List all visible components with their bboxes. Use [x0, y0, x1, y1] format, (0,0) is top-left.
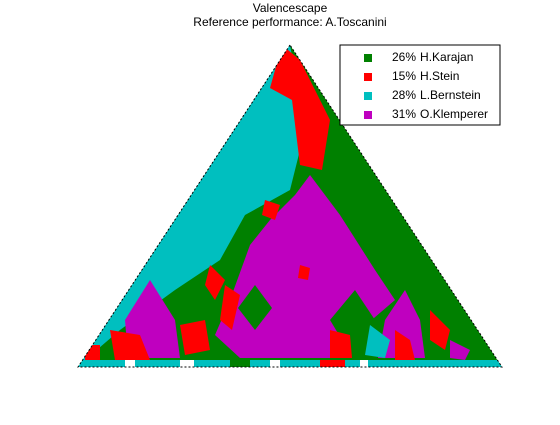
region [125, 360, 135, 367]
legend-swatch [364, 92, 372, 100]
legend: 26% H.Karajan 15% H.Stein 28% L.Bernstein 31% O… [364, 50, 488, 121]
legend-label: 15% H.Stein [392, 69, 459, 83]
legend-name: H.Karajan [420, 50, 473, 64]
legend-label: 31% O.Klemperer [392, 107, 488, 121]
region [378, 290, 425, 358]
legend-share: 31% [392, 107, 416, 121]
region [320, 360, 345, 367]
chart-subtitle: Reference performance: A.Toscanini [193, 15, 386, 29]
legend-label: 28% L.Bernstein [392, 88, 481, 102]
region [78, 360, 502, 367]
legend-share: 28% [392, 88, 416, 102]
region [430, 310, 450, 350]
legend-swatch [364, 111, 372, 119]
region [110, 330, 150, 360]
legend-share: 15% [392, 69, 416, 83]
region [270, 360, 280, 367]
region [220, 285, 240, 330]
region [262, 200, 280, 220]
region [230, 360, 250, 367]
region [395, 330, 415, 360]
triangle-outline [77, 44, 503, 368]
legend-share: 26% [392, 50, 416, 64]
region [180, 360, 194, 367]
legend-name: H.Stein [420, 69, 459, 83]
chart-title: Valencescape [253, 1, 328, 15]
region [365, 325, 390, 358]
region [270, 45, 330, 170]
legend-swatch [364, 54, 372, 62]
region [238, 285, 272, 330]
legend-swatch [364, 73, 372, 81]
legend-label: 26% H.Karajan [392, 50, 473, 64]
region [298, 265, 310, 280]
region [450, 340, 470, 360]
legend-name: L.Bernstein [420, 88, 481, 102]
region [330, 330, 352, 358]
region [180, 320, 210, 355]
region [360, 360, 368, 367]
legend-name: O.Klemperer [420, 107, 488, 121]
region [330, 290, 375, 345]
region [205, 265, 225, 300]
